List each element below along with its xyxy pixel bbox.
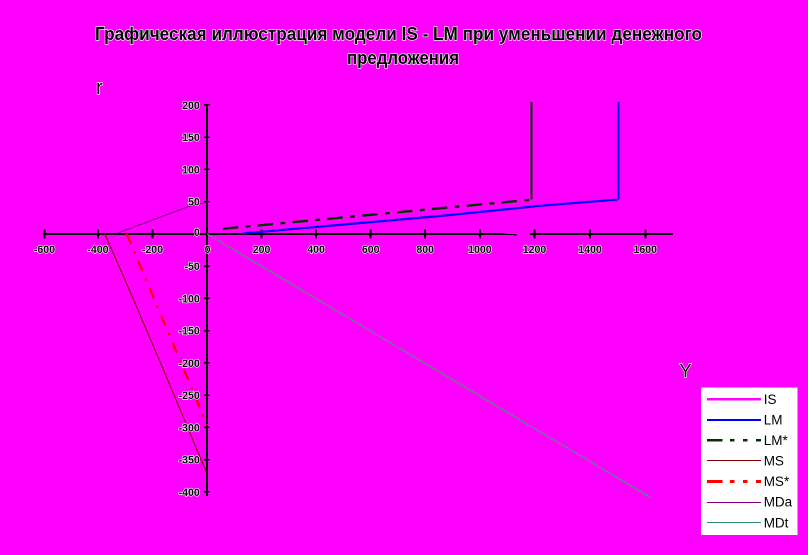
svg-text:600: 600 [362, 244, 380, 256]
svg-text:-200: -200 [142, 244, 163, 256]
svg-text:0: 0 [205, 244, 211, 256]
svg-text:-300: -300 [179, 422, 200, 434]
svg-text:LM*: LM* [764, 433, 789, 448]
svg-text:-600: -600 [34, 244, 55, 256]
svg-text:200: 200 [253, 244, 271, 256]
svg-text:-200: -200 [179, 358, 200, 370]
svg-text:50: 50 [188, 197, 200, 209]
svg-text:MDa: MDa [764, 495, 793, 510]
svg-text:MS*: MS* [764, 474, 790, 489]
svg-text:-50: -50 [184, 261, 199, 273]
svg-text:200: 200 [182, 100, 200, 112]
svg-text:IS: IS [764, 392, 777, 407]
svg-text:LM: LM [764, 413, 783, 428]
svg-text:150: 150 [182, 132, 200, 144]
svg-text:MDt: MDt [764, 515, 789, 530]
svg-text:100: 100 [182, 164, 200, 176]
svg-text:1200: 1200 [523, 244, 547, 256]
svg-text:Y: Y [680, 361, 692, 381]
svg-text:800: 800 [416, 244, 434, 256]
svg-text:MS: MS [764, 454, 784, 469]
svg-text:-400: -400 [87, 244, 108, 256]
svg-text:Графическая иллюстрация модели: Графическая иллюстрация модели IS - LM п… [95, 23, 702, 44]
svg-text:0: 0 [194, 227, 200, 239]
svg-text:400: 400 [307, 244, 325, 256]
svg-text:1000: 1000 [468, 244, 492, 256]
svg-text:-100: -100 [179, 293, 200, 305]
svg-text:предложения: предложения [347, 47, 459, 68]
svg-text:-350: -350 [179, 455, 200, 467]
svg-text:1600: 1600 [634, 244, 658, 256]
svg-text:r: r [96, 77, 103, 99]
svg-text:-150: -150 [179, 326, 200, 338]
svg-text:-400: -400 [179, 487, 200, 499]
svg-text:1400: 1400 [578, 244, 602, 256]
svg-text:-250: -250 [179, 390, 200, 402]
